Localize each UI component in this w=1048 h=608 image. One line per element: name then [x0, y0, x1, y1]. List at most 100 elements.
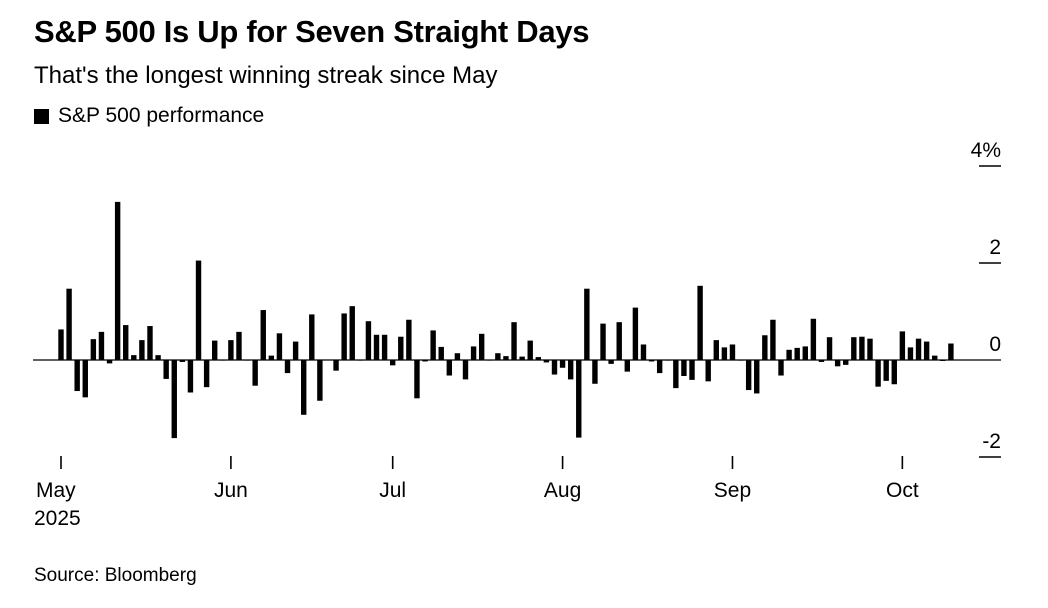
- bar-85: [745, 360, 752, 391]
- bar-39: [373, 334, 380, 360]
- bar-60: [543, 360, 550, 363]
- bar-46: [430, 330, 436, 361]
- chart-subtitle: That's the longest winning streak since …: [34, 62, 498, 89]
- bar-94: [818, 360, 825, 362]
- y-tick-label-2: 0: [989, 333, 1001, 356]
- bar-24: [252, 360, 258, 386]
- bar-26: [268, 355, 275, 360]
- bar-28: [284, 360, 291, 374]
- bar-80: [705, 360, 711, 382]
- bar-67: [600, 323, 606, 361]
- x-tick-label-2: Jul: [379, 479, 406, 502]
- x-tick-label-3: Aug: [544, 479, 581, 502]
- bar-13: [163, 360, 169, 379]
- bar-78: [689, 360, 695, 380]
- bar-99: [859, 336, 865, 360]
- bar-6: [106, 360, 113, 364]
- bar-36: [349, 306, 355, 360]
- bar-21: [228, 340, 234, 360]
- bar-2: [74, 360, 80, 392]
- bar-64: [576, 360, 582, 438]
- bars-group: [58, 201, 954, 439]
- y-tick-label-1: 2: [989, 236, 1001, 259]
- bar-69: [616, 322, 622, 360]
- bar-100: [867, 338, 873, 360]
- bar-92: [802, 346, 808, 360]
- bar-8: [123, 325, 129, 360]
- source-note: Source: Bloomberg: [34, 565, 197, 586]
- bar-1: [66, 288, 72, 360]
- bar-71: [632, 307, 639, 360]
- bar-110: [948, 343, 954, 360]
- bar-51: [470, 346, 477, 360]
- bar-5: [98, 331, 105, 360]
- x-axis: May Jun Jul Aug Sep Oct 2025: [34, 456, 919, 530]
- bar-25: [260, 310, 266, 360]
- x-tick-label-1: Jun: [214, 479, 248, 502]
- bar-90: [786, 349, 792, 360]
- bar-29: [292, 341, 299, 360]
- bar-48: [446, 360, 453, 376]
- x-axis-year-label: 2025: [34, 507, 81, 530]
- bar-44: [414, 360, 420, 399]
- bar-30: [301, 360, 307, 415]
- bar-52: [478, 333, 485, 360]
- legend: S&P 500 performance: [34, 104, 264, 128]
- bar-43: [406, 319, 412, 360]
- bar-59: [535, 357, 542, 360]
- bar-57: [519, 356, 525, 361]
- bar-34: [333, 360, 339, 371]
- bar-11: [147, 326, 153, 360]
- bar-79: [697, 285, 703, 360]
- bar-41: [389, 360, 396, 366]
- bar-18: [203, 360, 210, 388]
- bar-77: [681, 360, 687, 376]
- y-axis: 4% 2 0 -2: [33, 139, 1001, 458]
- bar-72: [640, 344, 647, 360]
- bar-9: [131, 355, 137, 360]
- bar-66: [592, 360, 598, 384]
- bar-32: [317, 360, 323, 401]
- bar-89: [778, 360, 784, 376]
- bar-38: [365, 321, 372, 360]
- bar-22: [236, 331, 242, 360]
- bar-108: [932, 355, 938, 360]
- bar-0: [58, 329, 64, 360]
- bar-86: [754, 360, 760, 394]
- bar-16: [187, 360, 194, 393]
- bar-65: [584, 288, 590, 360]
- bar-62: [559, 360, 566, 368]
- y-tick-label-3: -2: [982, 430, 1001, 453]
- bar-55: [503, 356, 509, 360]
- bar-82: [721, 347, 728, 360]
- bar-4: [90, 339, 97, 360]
- bar-74: [656, 360, 663, 374]
- bar-98: [851, 337, 857, 360]
- bar-102: [883, 360, 889, 381]
- bar-93: [810, 318, 817, 360]
- bar-35: [341, 313, 347, 360]
- bar-107: [923, 341, 930, 360]
- bar-106: [915, 338, 922, 360]
- bar-70: [624, 360, 630, 372]
- bar-15: [179, 360, 186, 362]
- bar-49: [454, 353, 461, 360]
- bar-61: [551, 360, 558, 375]
- bar-42: [398, 336, 404, 360]
- bar-54: [495, 353, 501, 360]
- bar-101: [875, 360, 881, 387]
- bar-63: [567, 360, 574, 380]
- bar-76: [673, 360, 679, 389]
- bar-73: [648, 360, 655, 362]
- bar-47: [438, 346, 444, 360]
- bar-88: [770, 319, 776, 360]
- y-tick-label-0: 4%: [971, 139, 1001, 162]
- bar-3: [82, 360, 88, 398]
- bar-17: [195, 260, 202, 360]
- bar-81: [713, 340, 719, 360]
- bar-97: [843, 360, 849, 365]
- bar-14: [171, 360, 177, 439]
- bar-58: [527, 340, 533, 360]
- bar-10: [139, 340, 145, 360]
